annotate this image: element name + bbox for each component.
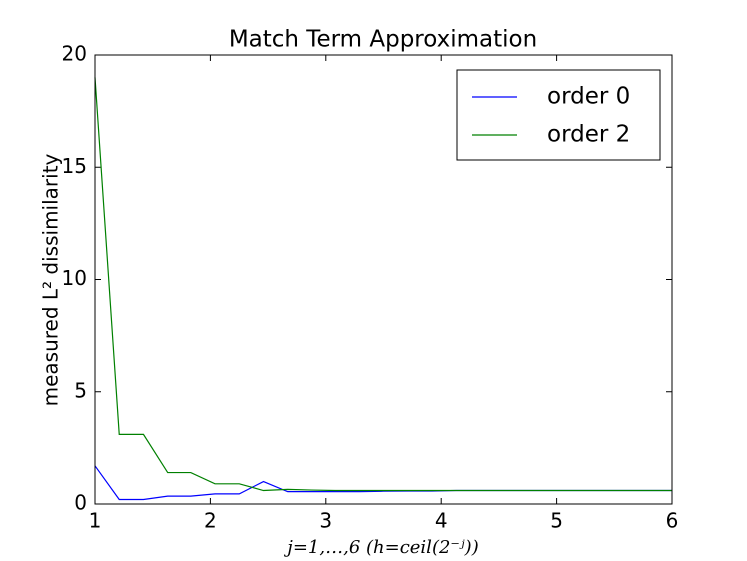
y-tick-label: 20 — [62, 42, 87, 66]
y-tick-label: 5 — [74, 378, 87, 402]
line — [94, 77, 672, 492]
chart-title: Match Term Approximation — [229, 27, 537, 53]
y-tick-label: 15 — [62, 154, 87, 178]
y-tick-label: 10 — [62, 266, 87, 290]
x-tick-label: 4 — [435, 509, 448, 533]
x-axis-label: j=1,…,6 (h=ceil(2⁻ʲ)) — [283, 537, 478, 558]
legend-box — [456, 69, 661, 161]
legend-label: order 0 — [547, 84, 630, 110]
x-tick-label: 6 — [666, 509, 679, 533]
x-tick-label: 3 — [319, 509, 332, 533]
x-tick-label: 1 — [89, 509, 102, 533]
x-tick-label: 2 — [204, 509, 217, 533]
legend-label: order 2 — [547, 122, 630, 148]
plot-frame — [94, 54, 673, 505]
y-axis-label: measured L² dissimilarity — [39, 153, 63, 406]
x-tick-label: 5 — [550, 509, 563, 533]
y-tick-label: 0 — [74, 491, 87, 515]
line — [94, 465, 672, 501]
